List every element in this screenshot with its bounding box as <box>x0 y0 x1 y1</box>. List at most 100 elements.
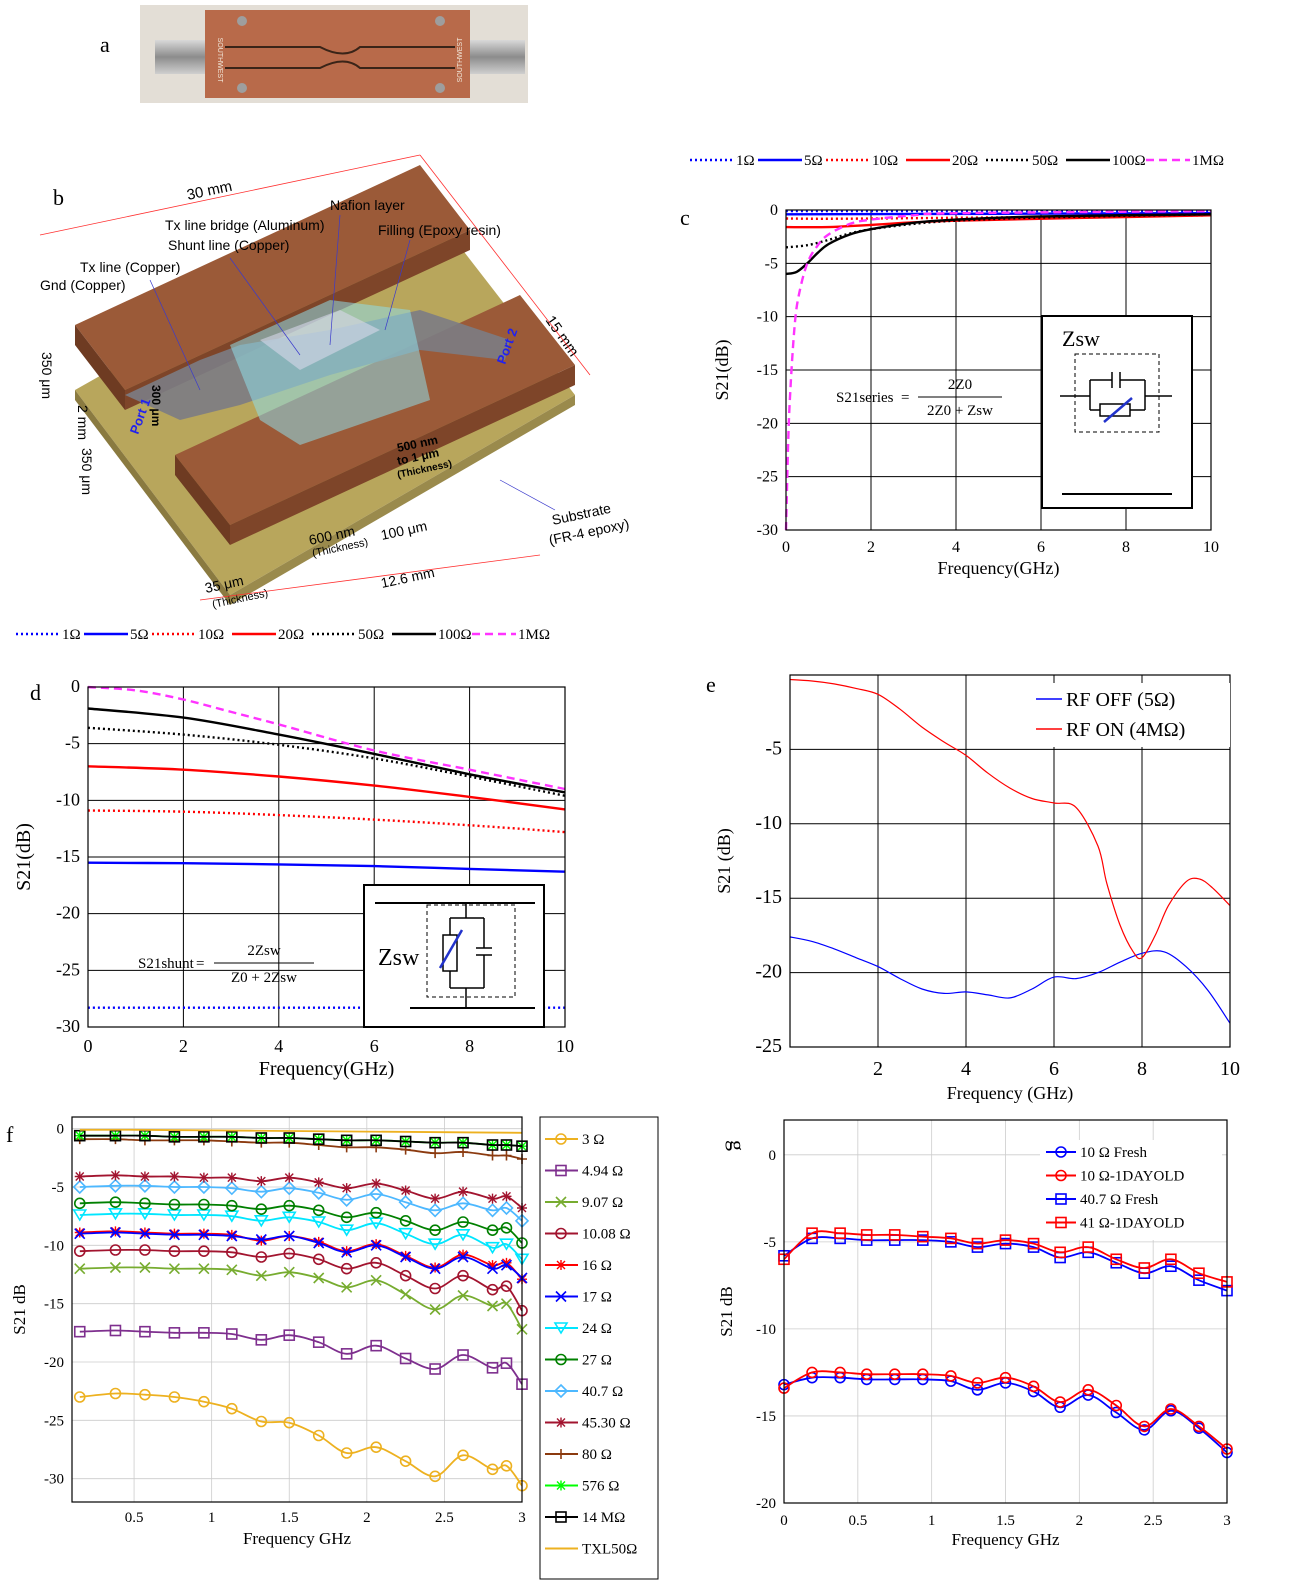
legend-label: 10 Ω-1DAYOLD <box>1080 1169 1185 1185</box>
y-tick-label: 0 <box>769 1148 777 1164</box>
legend-marker <box>1055 1169 1067 1182</box>
panel-label-g: g <box>725 1140 750 1151</box>
data-marker <box>487 1150 498 1161</box>
legend-marker <box>556 1449 566 1459</box>
data-marker <box>1082 1384 1094 1396</box>
legend-label: 24 Ω <box>582 1321 612 1337</box>
data-marker <box>371 1239 382 1250</box>
data-marker <box>198 1172 209 1183</box>
data-marker <box>168 1327 181 1339</box>
x-tick-label: 4 <box>274 1036 283 1056</box>
data-marker <box>486 1139 499 1151</box>
x-tick-label: 2.5 <box>435 1510 454 1526</box>
data-marker <box>486 1224 499 1236</box>
data-marker <box>370 1239 382 1251</box>
data-marker <box>283 1416 296 1429</box>
label-txline: Tx line (Copper) <box>80 259 180 275</box>
y-axis-label: S21 dB <box>717 1286 736 1337</box>
photo-trace <box>225 46 455 69</box>
diagram-leader-lines <box>149 214 556 511</box>
y-tick-label: -30 <box>44 1472 64 1488</box>
data-marker <box>500 1139 513 1151</box>
data-marker <box>430 1193 441 1204</box>
diagram-substrate-side <box>75 390 230 605</box>
dim-12-6: 12.6 mm <box>379 564 436 591</box>
data-marker <box>254 1184 269 1199</box>
legend-label: 50Ω <box>358 627 384 643</box>
data-marker <box>313 1236 324 1247</box>
data-marker <box>109 1324 122 1337</box>
x-tick-label: 6 <box>1037 539 1045 556</box>
series-line <box>785 214 1212 229</box>
data-marker <box>311 1185 326 1200</box>
x-tick-label: 3 <box>518 1510 526 1526</box>
legend-marker <box>556 1417 566 1428</box>
data-marker <box>139 1171 150 1182</box>
series-line <box>783 1236 1228 1292</box>
data-marker <box>458 1147 469 1157</box>
data-marker <box>486 1300 499 1312</box>
data-marker <box>427 1238 443 1251</box>
legend-label: 1Ω <box>62 627 81 643</box>
data-marker <box>400 1288 412 1300</box>
device-diagram: 30 mm Nafion layer Tx line bridge (Alumi… <box>39 154 631 611</box>
series-line <box>784 209 1212 531</box>
data-marker <box>339 1224 355 1237</box>
data-marker <box>74 1263 86 1275</box>
y-tick-label: -20 <box>755 961 782 983</box>
data-marker <box>455 1229 471 1242</box>
data-marker <box>485 1203 500 1218</box>
data-marker <box>137 1178 153 1193</box>
data-marker <box>256 1235 267 1246</box>
y-tick-label: -25 <box>44 1413 64 1429</box>
formula-c-equals: = <box>901 390 909 406</box>
x-tick-label: 1 <box>208 1510 216 1526</box>
data-marker <box>429 1224 441 1236</box>
y-tick-label: 0 <box>770 202 778 219</box>
data-marker <box>73 1391 86 1403</box>
diagram-dimension-lines <box>39 154 591 601</box>
data-marker <box>341 1246 353 1258</box>
formula-c: S21series = 2Z0 2Z0 + Zsw <box>836 377 1002 419</box>
data-marker <box>169 1228 180 1239</box>
data-marker <box>370 1441 382 1453</box>
panel-label-c: c <box>680 205 690 230</box>
y-tick-label: -20 <box>757 415 778 432</box>
data-marker <box>500 1357 513 1369</box>
data-marker <box>1054 1396 1066 1408</box>
data-marker <box>139 1227 150 1238</box>
data-marker <box>312 1204 325 1217</box>
series-line <box>79 1329 523 1385</box>
data-marker <box>834 1227 846 1239</box>
data-marker <box>73 1325 86 1338</box>
legend-label: 100Ω <box>1112 153 1146 169</box>
data-marker <box>226 1246 238 1259</box>
data-marker <box>255 1334 268 1346</box>
data-marker <box>256 1176 267 1187</box>
legend-marker <box>553 1383 569 1399</box>
data-marker <box>253 1215 269 1228</box>
y-tick-label: -25 <box>757 469 778 486</box>
data-marker <box>430 1262 441 1273</box>
data-marker <box>429 1263 441 1275</box>
data-marker <box>458 1249 469 1260</box>
data-marker <box>1027 1237 1040 1250</box>
data-marker <box>168 1391 181 1403</box>
data-marker <box>108 1208 123 1221</box>
data-marker <box>139 1325 151 1338</box>
data-marker <box>109 1196 122 1208</box>
y-tick-label: -10 <box>755 812 782 834</box>
data-marker <box>1110 1399 1123 1412</box>
x-axis-label: Frequency GHz <box>951 1530 1060 1549</box>
data-marker <box>281 1211 297 1224</box>
data-marker <box>139 1244 151 1256</box>
formula-c-den: 2Z0 + Zsw <box>927 403 993 419</box>
data-marker <box>340 1348 353 1360</box>
legend-label: 5Ω <box>804 153 823 169</box>
legend-marker <box>1055 1146 1067 1158</box>
label-nafion: Nafion layer <box>330 197 405 213</box>
panel-label-d: d <box>30 680 41 705</box>
x-tick-label: 2 <box>179 1036 188 1056</box>
data-marker <box>501 1191 512 1202</box>
legend-label: 40.7 Ω <box>582 1384 623 1400</box>
